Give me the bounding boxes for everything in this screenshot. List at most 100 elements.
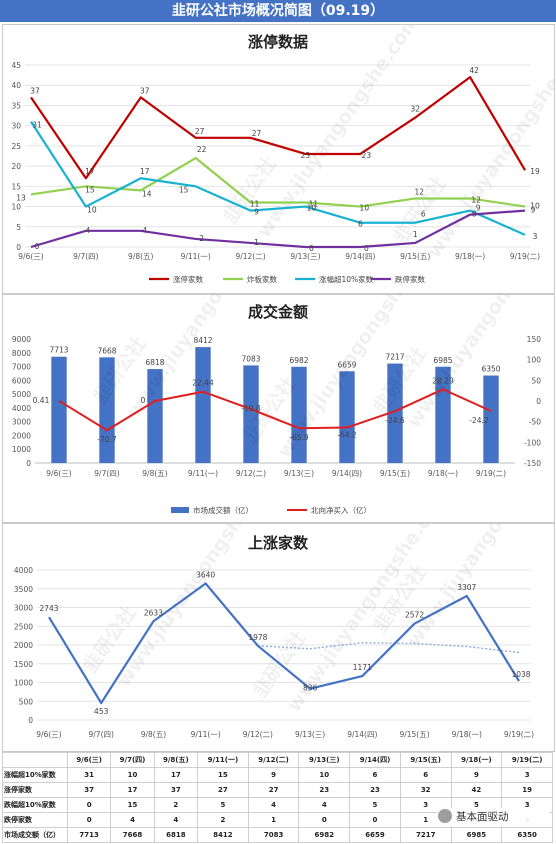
data-label: 3: [533, 232, 538, 241]
line-value-label: -24.2: [469, 416, 489, 425]
y-tick-label: 0: [16, 243, 21, 252]
turnover-chart-panel: 成交金额 0 1000 2000 3000 4000 5000 6000 7000 8000 900…: [2, 294, 555, 523]
table-cell: 15: [197, 767, 249, 783]
table-cell: 27: [247, 782, 300, 798]
data-label: 1: [254, 238, 259, 247]
x-tick-label: 9/8(五): [141, 730, 166, 739]
table-header-cell: 9/6(三): [66, 752, 112, 768]
data-label: 6: [358, 220, 363, 229]
y-tick-label: 4000: [14, 566, 33, 575]
data-label: 1038: [511, 670, 530, 679]
y-tick-label: 0: [26, 459, 31, 468]
data-label: 10: [530, 202, 540, 211]
turnover-bar: [147, 369, 163, 463]
y2-tick-label: -100: [524, 438, 541, 447]
table-cell: 4: [298, 797, 351, 813]
legend-label: 跌停家数: [395, 274, 425, 284]
table-header-cell: 9/18(一): [450, 752, 503, 768]
data-label: 12: [471, 195, 481, 204]
data-label: 9: [531, 206, 536, 215]
data-label: 14: [142, 189, 152, 198]
x-tick-label: 9/14(四): [332, 469, 362, 478]
legend-label: 涨幅超10%家数: [319, 274, 374, 284]
data-label: 4: [85, 226, 90, 235]
table-cell: 0: [66, 812, 112, 828]
table-cell: 31: [66, 767, 112, 783]
y2-tick-label: -150: [524, 459, 541, 468]
chart-title: 成交金额: [248, 303, 308, 321]
row-label: 跌幅超10%家数: [2, 797, 68, 813]
x-tick-label: 9/7(四): [73, 252, 98, 261]
line-value-label: -19.8: [241, 404, 261, 413]
bar-value-label: 6985: [433, 356, 452, 365]
data-label: 17: [85, 167, 95, 176]
row-label: 涨停家数: [2, 782, 68, 798]
line-value-label: 0.41: [33, 396, 50, 405]
data-label: 0: [35, 242, 40, 251]
legend-swatch: [171, 507, 189, 513]
y-tick-label: 0: [28, 716, 33, 725]
table-cell: 19: [501, 782, 553, 798]
x-tick-label: 9/11(一): [188, 469, 218, 478]
table-cell: 0: [66, 797, 112, 813]
table-cell: 10: [298, 767, 351, 783]
y-tick-label: 10: [11, 203, 21, 212]
table-cell: 2: [153, 797, 199, 813]
table-row: 市场成交额（亿） 7713 7668 6818 8412 7083 6982 6659 7217…: [2, 827, 553, 843]
y-tick-label: 2000: [14, 641, 33, 650]
turnover-chart: 成交金额010002000300040005000600070008000900…: [12, 295, 554, 515]
line-value-label: 0: [141, 396, 146, 405]
x-tick-label: 9/19(二): [504, 730, 534, 739]
table-cell: 42: [450, 782, 503, 798]
data-label: 6: [421, 210, 426, 219]
x-tick-label: 9/12(二): [243, 730, 273, 739]
data-label: 3307: [457, 583, 476, 592]
table-cell: 2: [197, 812, 249, 828]
table-row: 涨停家数 37 17 37 27 27 23 23 32 42 19: [2, 782, 553, 798]
x-tick-label: 9/8(五): [128, 252, 153, 261]
advancers-chart-panel: 上涨家数 0 500 1000 1500 2000 2500 3000 3500 4000 9/6(…: [2, 523, 555, 752]
advancers-line: [48, 582, 520, 705]
table-cell: 7713: [66, 827, 112, 843]
table-cell: 4: [247, 797, 300, 813]
table-cell: 4: [153, 812, 199, 828]
x-tick-label: 9/13(三): [284, 469, 314, 478]
line-value-label: -65.9: [289, 433, 309, 442]
data-label: 31: [32, 121, 42, 130]
table-cell: 17: [153, 767, 199, 783]
data-label: 12: [414, 187, 424, 196]
y-tick-label: 4000: [12, 404, 31, 413]
advancers-chart: 上涨家数 0 500 1000 1500 2000 2500 3000 3500 4000 9/6(…: [14, 524, 554, 739]
legend-label: 涨停家数: [173, 274, 203, 284]
x-tick-label: 9/13(三): [295, 730, 325, 739]
legend-label: 炸板家数: [247, 274, 277, 284]
data-label: 0: [309, 244, 314, 253]
table-cell: 37: [153, 782, 199, 798]
data-label: 3640: [196, 571, 215, 580]
y-tick-label: 9000: [12, 335, 31, 344]
x-tick-label: 9/6(三): [46, 469, 71, 478]
table-cell: 6982: [298, 827, 351, 843]
y2-tick-label: 0: [536, 397, 541, 406]
data-label: 9: [254, 208, 259, 217]
chart-title: 涨停数据: [248, 33, 308, 51]
y-tick-label: 20: [11, 162, 21, 171]
y-tick-label: 5: [16, 223, 21, 232]
data-label: 11: [309, 200, 319, 209]
footer-badge-label: 基本面驱动: [456, 811, 509, 823]
data-label: 2633: [144, 608, 163, 617]
data-label: 42: [469, 66, 479, 75]
x-tick-label: 9/18(一): [452, 730, 482, 739]
x-tick-label: 9/12(二): [236, 469, 266, 478]
data-label: 15: [179, 185, 189, 194]
table-cell: 0: [298, 812, 351, 828]
data-label: 8: [472, 210, 477, 219]
data-label: 0: [364, 244, 369, 253]
y2-tick-label: 150: [527, 335, 542, 344]
table-cell: 3: [501, 767, 553, 783]
table-header-cell: 9/12(二): [247, 752, 300, 768]
table-cell: 4: [110, 812, 155, 828]
series-line-gain-over-10: [30, 121, 526, 236]
table-row: 涨幅超10%家数 31 10 17 15 9 10 6 6 9 3: [2, 767, 553, 783]
turnover-bar: [339, 371, 355, 463]
